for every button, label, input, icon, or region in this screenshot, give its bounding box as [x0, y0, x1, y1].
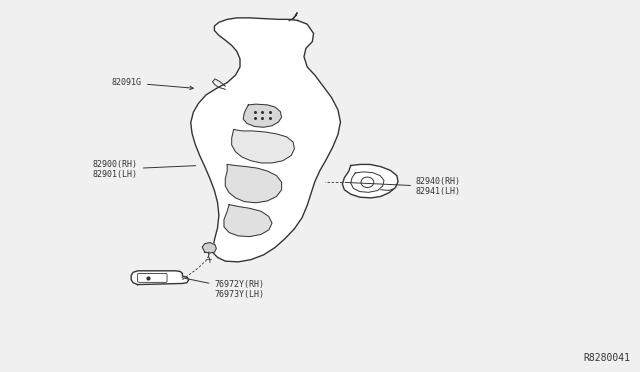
Polygon shape [191, 18, 340, 262]
Polygon shape [243, 104, 282, 127]
Polygon shape [232, 129, 294, 163]
Polygon shape [225, 164, 282, 203]
Text: 82900(RH)
82901(LH): 82900(RH) 82901(LH) [93, 160, 196, 179]
Text: 82091G: 82091G [112, 78, 193, 90]
Polygon shape [131, 271, 189, 285]
Text: R8280041: R8280041 [584, 353, 630, 363]
Polygon shape [342, 164, 398, 198]
Polygon shape [202, 243, 216, 253]
Polygon shape [224, 205, 272, 237]
Text: 82940(RH)
82941(LH): 82940(RH) 82941(LH) [345, 177, 461, 196]
Text: 76972Y(RH)
76973Y(LH): 76972Y(RH) 76973Y(LH) [182, 278, 264, 299]
